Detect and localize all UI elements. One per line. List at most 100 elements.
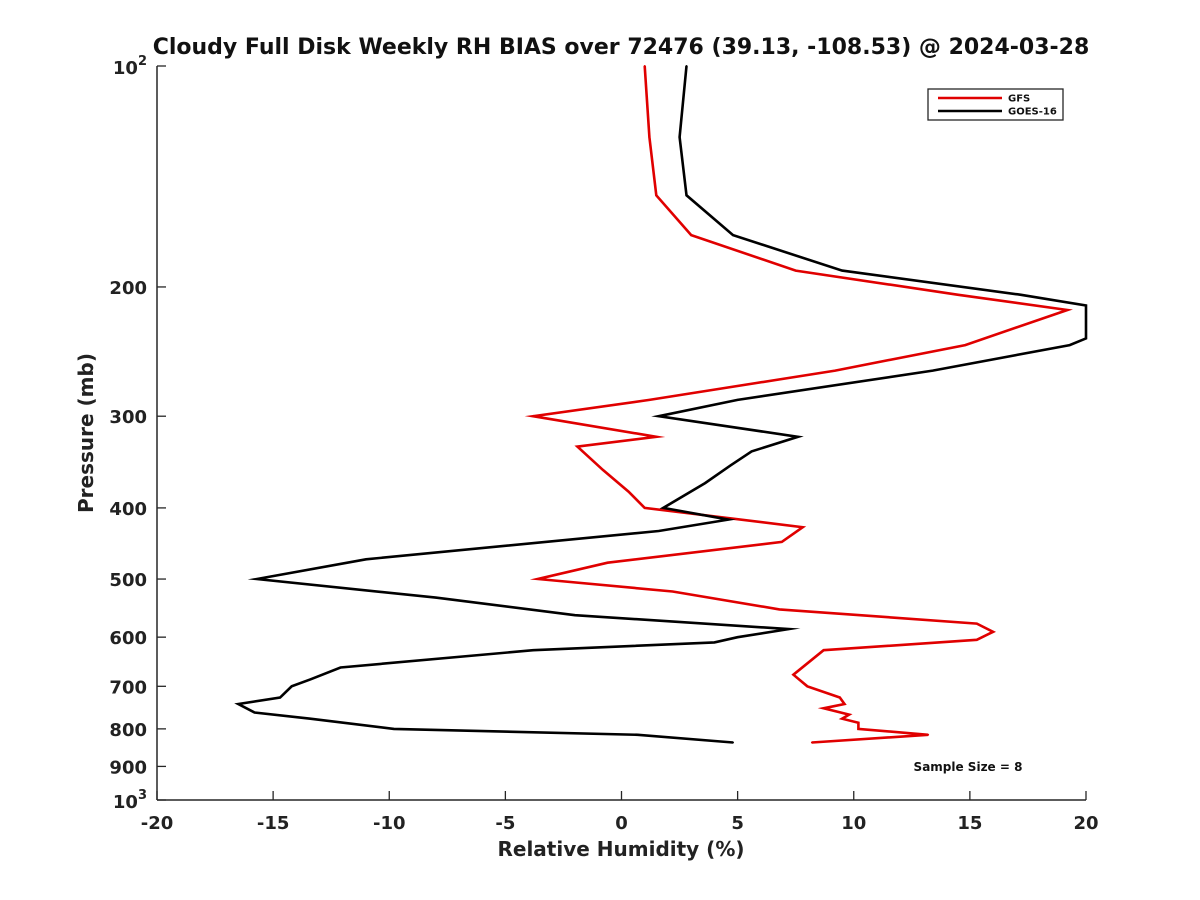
x-tick-label: -10 [373,813,406,834]
goes-16-point [713,641,716,644]
x-axis-label: Relative Humidity (%) [497,837,744,861]
gfs-point [841,717,844,720]
goes-16-point [685,194,688,197]
gfs-point [655,194,658,197]
gfs-point [843,703,846,705]
x-axis-ticks: -20 -15 -10 -5 0 5 10 15 20 [141,791,1099,834]
goes-16-point [1085,304,1087,307]
goes-16-point [732,234,734,237]
gfs-point [822,707,825,710]
gfs-point [778,608,781,611]
goes-16-point [841,269,844,272]
goes-16-point [1020,293,1022,296]
goes-16-point [574,614,576,617]
goes-16-point [662,506,665,509]
goes-16-point [636,733,639,736]
gfs-point [780,540,783,543]
gfs-point [536,578,539,580]
gfs-point [1066,309,1069,311]
gfs-point [834,369,837,372]
x-tick-label: 0 [615,813,628,834]
goes-16-point [255,578,258,580]
chart-title: Cloudy Full Disk Weekly RH BIAS over 724… [153,35,1090,60]
y-tick-label: 600 [109,628,147,649]
x-tick-label: -20 [141,813,174,834]
gfs-point [838,696,841,699]
gfs-point [606,561,609,564]
y-tick-label: 400 [109,499,147,520]
gfs-point [648,398,651,401]
gfs-point [992,630,995,633]
gfs-point [671,590,674,593]
y-tick-label: 300 [109,407,147,428]
goes-16-point [736,398,739,401]
y-axis-ticks: 102 200 300 400 500 600 700 800 900 103 [109,54,166,813]
goes-16-point [704,482,707,485]
x-tick-label: 5 [731,813,744,834]
goes-16-point [657,530,660,532]
gfs-point [927,733,930,736]
goes-16-point [365,558,367,561]
y-tick-label: 800 [109,720,147,741]
goes-16-point [339,666,342,669]
sample-size-annotation: Sample Size = 8 [914,760,1023,774]
y-axis-label: Pressure (mb) [74,353,98,513]
gfs-point [964,344,967,347]
gfs-point [601,468,604,471]
legend-label-goes-16: GOES-16 [1008,107,1057,118]
y-tick-label: 102 [113,54,147,79]
gfs-point [975,622,978,625]
gfs-point [975,638,978,641]
gfs-point [857,727,860,730]
goes-16-point [290,685,293,688]
x-tick-label: 20 [1073,813,1098,834]
goes-16-point [434,596,437,599]
gfs-point [822,649,825,652]
goes-16-point [750,450,753,453]
y-tick-label: 103 [113,788,147,813]
goes-16-point [729,464,732,467]
gfs-point [643,506,646,509]
gfs-point [648,136,651,139]
goes-16-point [309,678,312,681]
x-tick-label: -15 [257,813,290,834]
series-layer [234,65,1088,744]
goes-16-point [237,703,240,705]
gfs-line [524,65,1073,744]
goes-16-point [732,741,734,744]
legend-label-gfs: GFS [1008,94,1030,105]
gfs-point [810,741,813,744]
gfs-point [806,685,809,688]
goes-16-point [392,727,395,730]
x-tick-label: -5 [495,813,515,834]
goes-16-point [727,518,730,521]
goes-16-point [1068,344,1071,347]
gfs-point [627,490,630,493]
legend-box [927,88,1064,121]
goes-16-point [678,136,681,139]
goes-16-point [309,717,312,720]
y-tick-label: 900 [109,757,147,778]
y-tick-label: 200 [109,278,147,299]
legend: GFS GOES-16 [927,88,1064,121]
gfs-point [957,293,960,296]
gfs-point [848,713,851,716]
goes-16-point [279,696,282,699]
goes-16-point [787,628,790,631]
x-tick-label: 15 [957,813,982,834]
goes-16-point [253,711,256,714]
gfs-point [794,269,797,272]
goes-16-point [736,636,739,639]
goes-16-point [657,415,660,418]
gfs-point [532,415,535,418]
gfs-point [655,435,658,438]
y-tick-label: 500 [109,570,147,591]
y-tick-label: 700 [109,677,147,698]
plot-area [156,66,1086,801]
goes-16-point [797,435,799,438]
goes-16-point [532,649,535,652]
series-goes-16 [234,65,1088,744]
series-gfs [524,65,1073,744]
